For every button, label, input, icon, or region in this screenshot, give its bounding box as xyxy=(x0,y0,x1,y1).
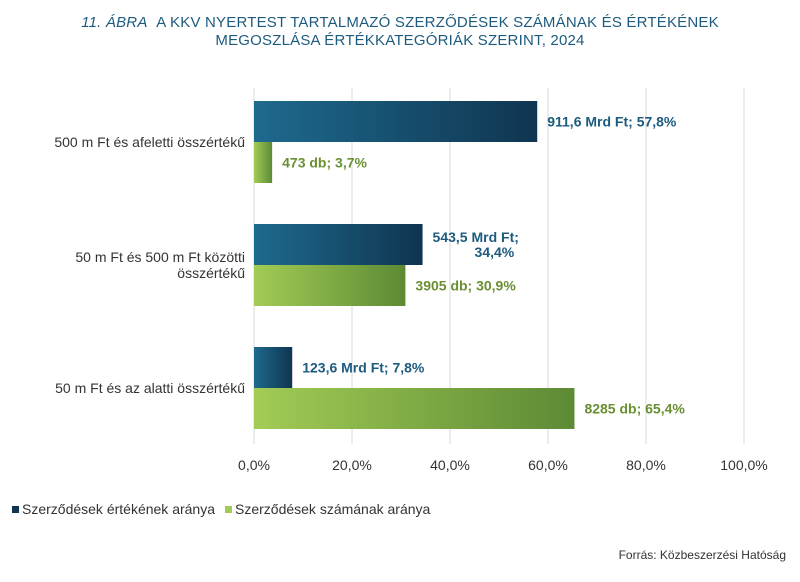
bars xyxy=(254,101,575,429)
legend-swatch-value xyxy=(12,505,19,513)
data-label-count: 8285 db; 65,4% xyxy=(584,401,685,417)
chart-title-line1: 11. ÁBRA A KKV NYERTEST TARTALMAZÓ SZERZ… xyxy=(0,14,800,32)
category-label: 500 m Ft és afeletti összértékű xyxy=(54,134,245,150)
legend-label-count: Szerződések számának aránya xyxy=(235,501,431,517)
x-tick-label: 100,0% xyxy=(720,457,767,473)
bar-count xyxy=(254,142,273,183)
category-labels: 500 m Ft és afeletti összértékű 50 m Ft é… xyxy=(54,134,245,396)
legend: Szerződések értékének aránya Szerződések… xyxy=(12,501,430,517)
chart-title-line2: MEGOSZLÁSA ÉRTÉKKATEGÓRIÁK SZERINT, 2024 xyxy=(215,32,585,49)
category-label: 50 m Ft és az alatti összértékű xyxy=(55,380,245,396)
data-label-value: 911,6 Mrd Ft; 57,8% xyxy=(547,114,677,130)
x-tick-label: 0,0% xyxy=(238,457,270,473)
bar-value xyxy=(254,347,293,388)
legend-item-count: Szerződések számának aránya xyxy=(225,501,430,517)
x-tick-label: 80,0% xyxy=(626,457,666,473)
bar-count xyxy=(254,388,575,429)
legend-swatch-count xyxy=(225,505,232,513)
legend-label-value: Szerződések értékének aránya xyxy=(22,501,215,517)
chart-title: 11. ÁBRA A KKV NYERTEST TARTALMAZÓ SZERZ… xyxy=(0,14,800,50)
x-tick-label: 60,0% xyxy=(528,457,568,473)
figure-number: 11. ÁBRA xyxy=(81,14,148,31)
source-note: Forrás: Közbeszerzési Hatóság xyxy=(618,548,786,562)
legend-item-value: Szerződések értékének aránya xyxy=(12,501,215,517)
x-tick-label: 20,0% xyxy=(332,457,372,473)
bar-value xyxy=(254,101,538,142)
category-label: összértékű xyxy=(177,265,245,281)
x-tick-labels: 0,0% 20,0% 40,0% 60,0% 80,0% 100,0% xyxy=(238,457,768,473)
data-label-value: 123,6 Mrd Ft; 7,8% xyxy=(302,360,425,376)
bar-value xyxy=(254,224,423,265)
x-tick-label: 40,0% xyxy=(430,457,470,473)
data-labels: 911,6 Mrd Ft; 57,8% 473 db; 3,7% 543,5 Mrd… xyxy=(282,114,685,417)
data-label-value: 543,5 Mrd Ft; 34,4% xyxy=(433,229,519,260)
data-label-count: 3905 db; 30,9% xyxy=(415,278,516,294)
bar-count xyxy=(254,265,406,306)
data-label-count: 473 db; 3,7% xyxy=(282,155,367,171)
category-label: 50 m Ft és 500 m Ft közötti xyxy=(75,249,245,265)
title-line1-text: A KKV NYERTEST TARTALMAZÓ SZERZŐDÉSEK SZ… xyxy=(156,14,719,31)
